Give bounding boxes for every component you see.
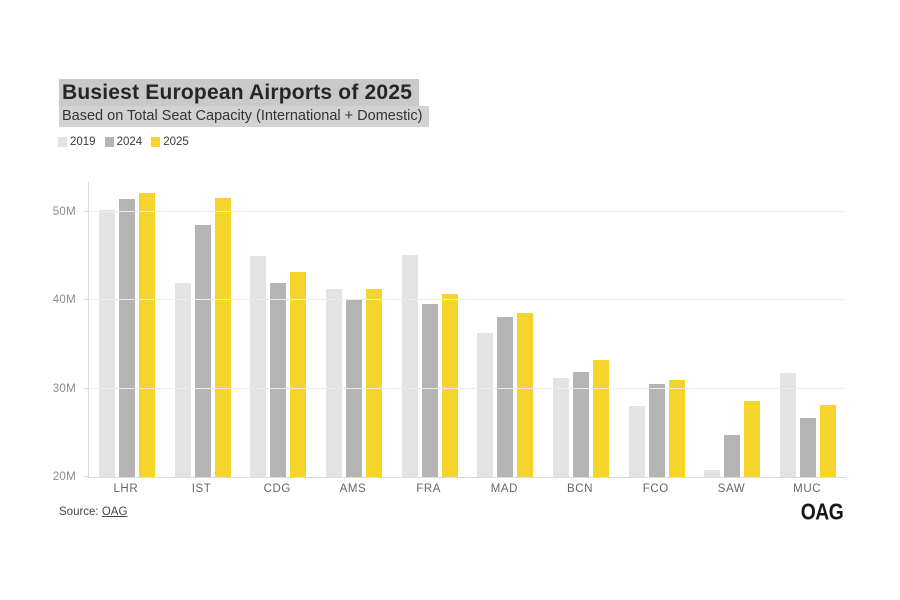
source-note: Source: OAG bbox=[59, 506, 127, 518]
y-tick-label: 30M bbox=[52, 382, 76, 395]
gridline-50M bbox=[89, 211, 846, 213]
y-tick-label: 50M bbox=[52, 206, 76, 219]
bar-SAW-2019 bbox=[704, 469, 721, 477]
bar-FCO-2019 bbox=[628, 406, 645, 477]
legend-label: 2024 bbox=[116, 136, 143, 148]
bar-LHR-2024 bbox=[118, 198, 135, 477]
bar-FRA-2019 bbox=[401, 255, 418, 477]
bar-LHR-2019 bbox=[98, 210, 115, 477]
bar-group-SAW bbox=[695, 182, 771, 477]
y-tick-mark bbox=[84, 211, 89, 213]
y-axis-labels: 20M 30M 40M 50M bbox=[46, 182, 82, 483]
bar-MAD-2025 bbox=[517, 312, 534, 477]
bar-FCO-2024 bbox=[648, 384, 665, 477]
y-tick-mark bbox=[84, 299, 89, 301]
legend-item-2025: 2025 bbox=[151, 136, 189, 148]
x-tick-label-AMS: AMS bbox=[339, 483, 367, 495]
x-tick-label-CDG: CDG bbox=[263, 483, 291, 495]
bar-BCN-2024 bbox=[573, 371, 590, 477]
x-tick-label-FRA: FRA bbox=[416, 483, 442, 495]
bar-IST-2025 bbox=[214, 197, 231, 477]
bar-AMS-2025 bbox=[365, 288, 382, 477]
bar-groups bbox=[89, 182, 846, 477]
bar-BCN-2019 bbox=[553, 378, 570, 477]
bar-IST-2024 bbox=[194, 225, 211, 477]
bar-MAD-2024 bbox=[497, 317, 514, 477]
y-tick-label: 40M bbox=[52, 294, 76, 307]
legend-swatch-2025 bbox=[151, 137, 161, 147]
gridline-40M bbox=[89, 299, 846, 301]
y-tick-mark bbox=[84, 387, 89, 389]
chart-title: Busiest European Airports of 2025 bbox=[59, 79, 420, 109]
source-prefix: Source: bbox=[59, 506, 99, 518]
bar-group-LHR bbox=[89, 182, 165, 477]
bar-MAD-2019 bbox=[477, 333, 494, 477]
bar-CDG-2024 bbox=[270, 282, 287, 477]
bar-BCN-2025 bbox=[593, 359, 610, 477]
bar-group-FRA bbox=[392, 182, 468, 477]
source-link[interactable]: OAG bbox=[101, 506, 128, 518]
x-tick-label-MUC: MUC bbox=[793, 483, 822, 495]
bar-SAW-2025 bbox=[744, 401, 761, 477]
bar-FRA-2024 bbox=[421, 303, 438, 477]
plot-area bbox=[84, 182, 846, 478]
bar-group-CDG bbox=[240, 182, 316, 477]
legend-item-2019: 2019 bbox=[58, 136, 96, 148]
chart-subtitle: Based on Total Seat Capacity (Internatio… bbox=[59, 106, 430, 128]
oag-logo: OAG bbox=[800, 500, 843, 525]
legend-item-2024: 2024 bbox=[104, 136, 143, 148]
bar-group-FCO bbox=[619, 182, 695, 477]
bar-group-MUC bbox=[770, 182, 846, 477]
x-tick-label-FCO: FCO bbox=[642, 483, 669, 495]
x-axis-labels: LHR IST CDG AMS FRA MAD BCN FCO SAW MUC bbox=[88, 483, 845, 495]
bar-SAW-2024 bbox=[724, 434, 741, 477]
x-tick-label-IST: IST bbox=[191, 483, 212, 495]
bar-group-MAD bbox=[468, 182, 544, 477]
legend: 2019 2024 2025 bbox=[58, 136, 189, 148]
x-tick-label-MAD: MAD bbox=[490, 483, 519, 495]
y-tick-label: 20M bbox=[52, 471, 76, 483]
gridline-30M bbox=[89, 387, 846, 389]
bar-AMS-2024 bbox=[345, 300, 362, 477]
bar-MUC-2025 bbox=[820, 404, 837, 477]
x-tick-label-SAW: SAW bbox=[717, 483, 746, 495]
bar-MUC-2019 bbox=[780, 372, 797, 477]
legend-swatch-2024 bbox=[104, 137, 114, 147]
legend-label: 2025 bbox=[163, 136, 189, 148]
bar-FCO-2025 bbox=[668, 379, 685, 477]
x-tick-label-LHR: LHR bbox=[113, 483, 139, 495]
bar-CDG-2019 bbox=[250, 256, 267, 477]
bar-group-IST bbox=[165, 182, 241, 477]
bar-AMS-2019 bbox=[325, 288, 342, 477]
legend-swatch-2019 bbox=[58, 137, 67, 147]
bar-MUC-2024 bbox=[800, 417, 817, 477]
bar-IST-2019 bbox=[174, 282, 191, 477]
y-tick-mark bbox=[84, 476, 89, 477]
bar-CDG-2025 bbox=[290, 272, 307, 477]
bar-group-BCN bbox=[543, 182, 619, 477]
bar-LHR-2025 bbox=[138, 192, 155, 477]
x-tick-label-BCN: BCN bbox=[567, 483, 594, 495]
legend-label: 2019 bbox=[70, 136, 96, 148]
bar-group-AMS bbox=[316, 182, 392, 477]
bar-FRA-2025 bbox=[441, 294, 458, 477]
